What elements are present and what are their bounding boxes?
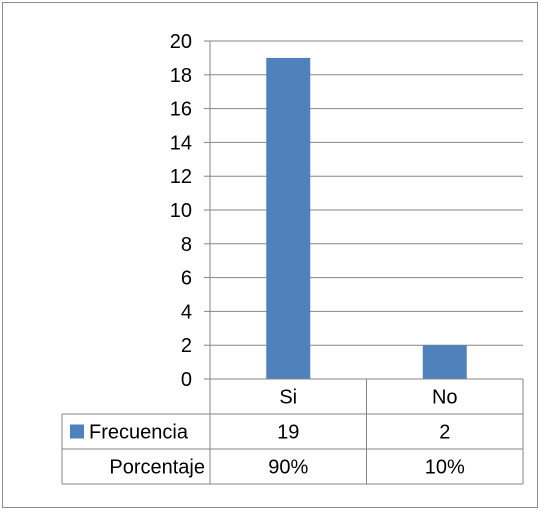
- y-tick-label: 16: [170, 99, 192, 121]
- cell-value: 10%: [425, 457, 465, 479]
- cell-value: 2: [439, 422, 450, 444]
- cell-value: 90%: [268, 457, 308, 479]
- bar-si: [266, 57, 311, 380]
- y-tick-label: 10: [170, 200, 192, 222]
- y-tick-label: 2: [181, 335, 192, 357]
- y-tick-label: 0: [181, 369, 192, 391]
- bar-chart: 0 2 4 6 8 10 12 14 16 18 20 Si No Frecuencia 19 2 Porce…: [61, 31, 524, 485]
- category-label: No: [432, 387, 458, 409]
- row-label: Frecuencia: [89, 422, 189, 444]
- bar-no: [422, 345, 467, 379]
- y-tick-label: 18: [170, 65, 192, 87]
- row-label: Porcentaje: [109, 457, 205, 479]
- y-tick-label: 20: [170, 31, 192, 53]
- y-tick-label: 14: [170, 132, 192, 154]
- chart-frame: 0 2 4 6 8 10 12 14 16 18 20 Si No Frecuencia 19 2 Porce…: [2, 2, 538, 508]
- bars: [266, 57, 467, 380]
- y-tick-label: 8: [181, 234, 192, 256]
- category-label: Si: [279, 387, 297, 409]
- y-tick-label: 4: [181, 301, 192, 323]
- y-tick-label: 6: [181, 268, 192, 290]
- cell-value: 19: [277, 422, 299, 444]
- gridlines: [209, 40, 523, 379]
- legend-key: [70, 424, 84, 439]
- data-table: Si No Frecuencia 19 2 Porcentaje 90% 10%: [61, 378, 524, 485]
- y-tick-label: 12: [170, 166, 192, 188]
- y-axis-ticks: 0 2 4 6 8 10 12 14 16 18 20: [170, 31, 210, 391]
